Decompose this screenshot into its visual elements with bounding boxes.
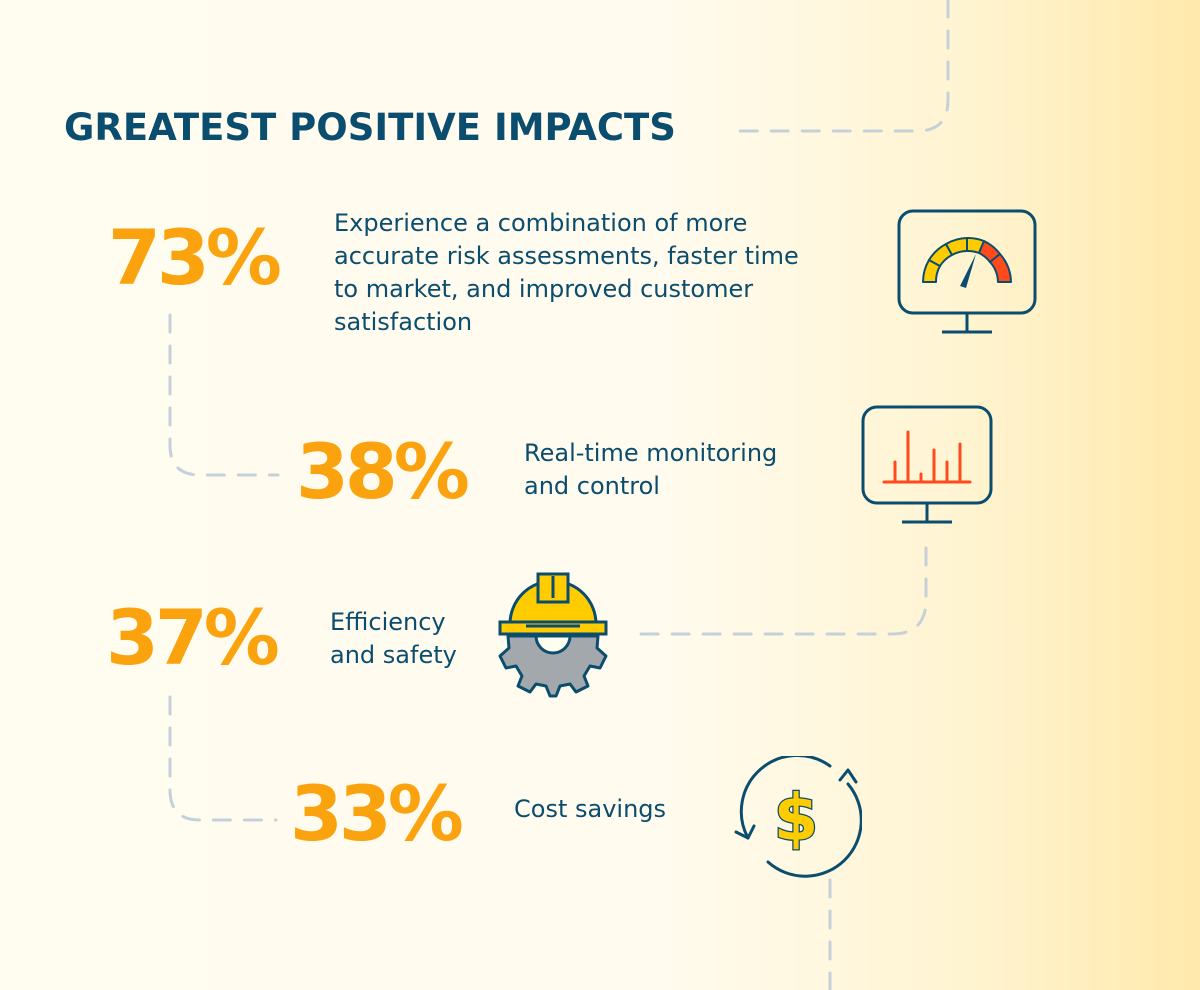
monitor-gauge-icon	[897, 209, 1037, 334]
percent-73: 73%	[108, 213, 282, 302]
connector-73-38	[168, 313, 280, 477]
percent-37: 37%	[106, 593, 280, 682]
svg-text:$: $	[774, 782, 819, 856]
desc-line: Real-time monitoring	[524, 439, 778, 467]
percent-38: 38%	[296, 427, 470, 516]
item-description-1: Experience a combination of more accurat…	[334, 207, 799, 339]
connector-title	[736, 0, 950, 133]
page-title: GREATEST POSITIVE IMPACTS	[64, 106, 676, 149]
percent-33: 33%	[290, 769, 464, 858]
desc-line: satisfaction	[334, 308, 473, 336]
desc-line: Cost savings	[514, 795, 667, 823]
hardhat-gear-icon	[498, 572, 608, 698]
desc-line: Experience a combination of more	[334, 209, 748, 237]
item-description-3: Efficiency and safety	[330, 606, 457, 672]
desc-line: and control	[524, 472, 660, 500]
dollar-cycle-icon: $	[734, 756, 862, 878]
desc-line: and safety	[330, 641, 457, 669]
monitor-bar-chart-icon	[861, 405, 993, 524]
item-description-2: Real-time monitoring and control	[524, 437, 777, 503]
desc-line: to market, and improved customer	[334, 275, 754, 303]
item-description-4: Cost savings	[514, 793, 666, 826]
desc-line: accurate risk assessments, faster time	[334, 242, 799, 270]
connector-37-33	[168, 695, 278, 822]
connector-38-37	[626, 546, 928, 636]
desc-line: Efficiency	[330, 608, 446, 636]
